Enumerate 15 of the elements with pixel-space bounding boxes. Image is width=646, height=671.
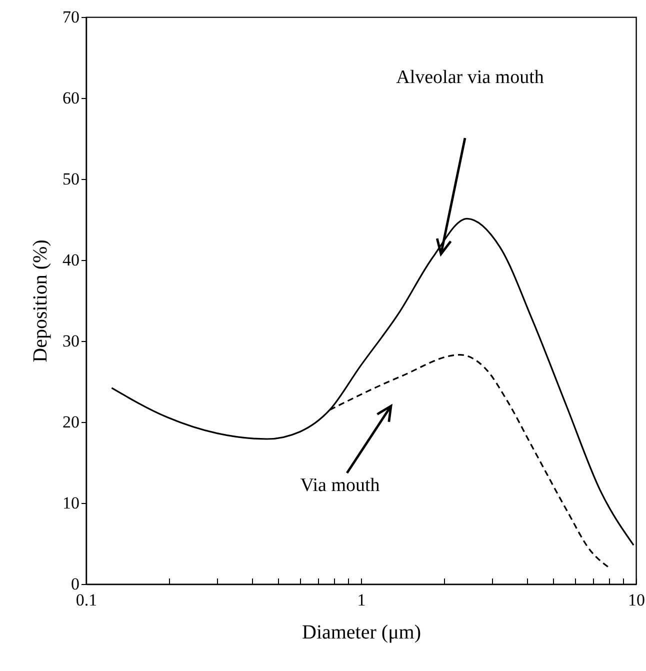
annotation: Alveolar via mouth [396,67,544,88]
y-tick-label: 10 [62,494,80,512]
x-tick-label: 1 [357,590,366,610]
y-tick-label: 70 [62,8,80,26]
y-tick-label: 30 [62,332,80,350]
y-tick-label: 40 [62,250,80,270]
y-tick-label: 50 [62,170,80,188]
y-tick-label: 0 [71,574,80,594]
x-axis-title: Diameter (μm) [302,622,422,644]
annotation: Via mouth [300,475,380,496]
y-tick-label: 20 [62,412,80,432]
x-tick-label: 0.1 [76,590,98,610]
x-tick-label: 10 [628,590,645,610]
y-tick-label: 60 [62,88,80,108]
y-axis-title: Deposition (%) [30,240,52,362]
